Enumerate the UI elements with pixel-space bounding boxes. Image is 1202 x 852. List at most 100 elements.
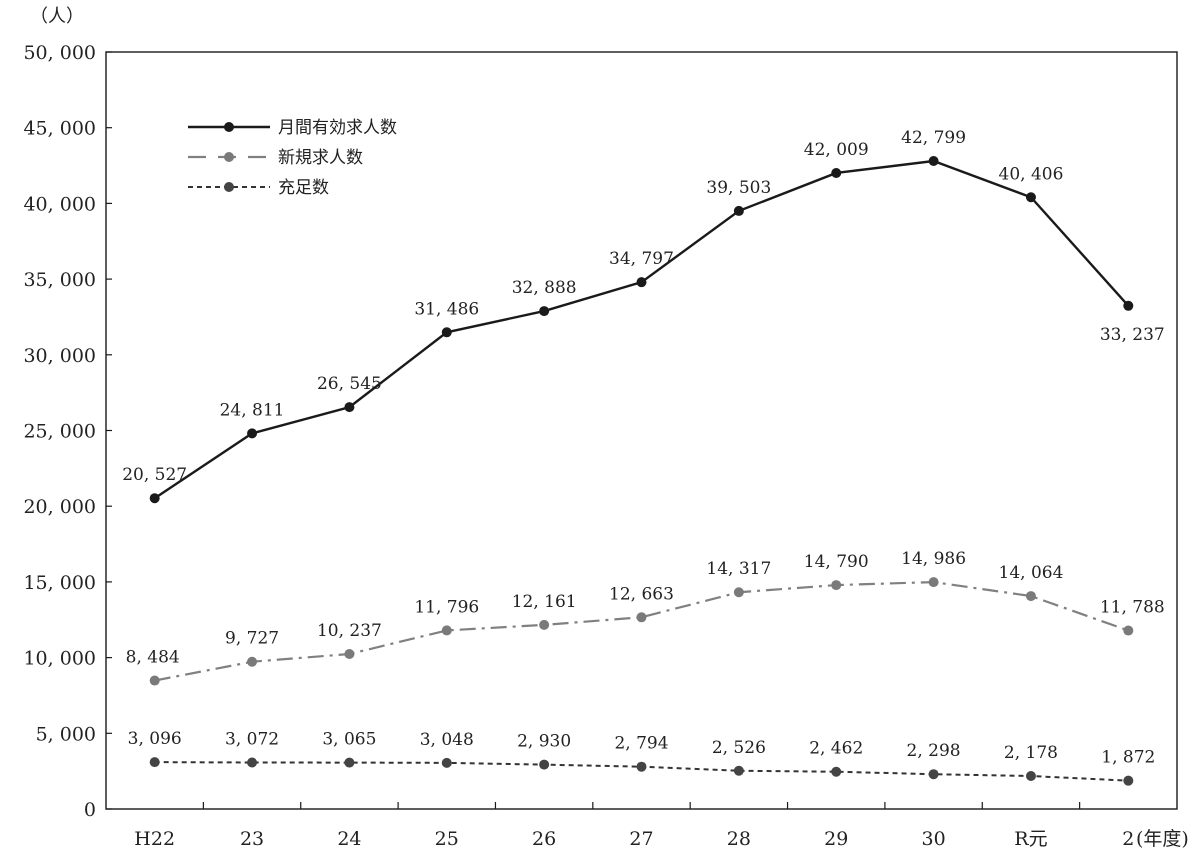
data-point (1025, 591, 1036, 602)
data-label: 39, 503 (706, 178, 771, 198)
series-line (154, 159, 1130, 500)
legend-label: 充足数 (278, 178, 329, 198)
x-tick-label: 29 (824, 828, 848, 850)
data-label: 3, 048 (420, 730, 474, 750)
x-axis: H22 23 24 25 26 27 28 29 30 R元 2 (134, 802, 1134, 850)
data-point (344, 402, 355, 413)
x-tick-label: 27 (629, 828, 653, 850)
data-label: 2, 794 (614, 734, 668, 754)
data-label: 32, 888 (512, 278, 577, 298)
data-point (344, 649, 355, 660)
data-point (247, 428, 258, 439)
data-label: 1, 872 (1101, 748, 1155, 768)
y-tick-label: 50, 000 (23, 42, 96, 64)
data-label: 2, 930 (517, 732, 571, 752)
data-label: 26, 545 (317, 374, 382, 394)
data-label: 42, 009 (804, 140, 869, 160)
data-point (636, 761, 647, 772)
series-0: 20, 527 24, 811 26, 545 31, 486 32, 888 34, 7… (122, 128, 1165, 504)
data-label: 11, 788 (1100, 598, 1165, 618)
x-tick-label: 2 (1122, 828, 1134, 850)
data-point (1123, 775, 1134, 786)
legend-marker (224, 152, 234, 162)
y-tick-label: 40, 000 (23, 193, 96, 215)
data-point (441, 757, 452, 768)
data-point (831, 766, 842, 777)
data-label: 40, 406 (999, 164, 1064, 184)
y-tick-label: 15, 000 (23, 572, 96, 594)
series-1: 8, 484 9, 727 10, 237 11, 796 12, 161 12, 663… (126, 549, 1165, 686)
x-unit-label: (年度) (1136, 828, 1189, 850)
x-tick-label: 28 (727, 828, 751, 850)
legend-marker (224, 122, 234, 132)
data-label: 12, 161 (512, 592, 577, 612)
y-axis: 0 5, 000 10, 000 15, 000 20, 000 25, 000 30, 0… (23, 42, 112, 821)
data-point (539, 306, 550, 317)
x-tick-label: R元 (1014, 828, 1047, 850)
data-label: 14, 317 (706, 559, 771, 579)
data-label: 2, 462 (809, 739, 863, 759)
data-point (539, 759, 550, 770)
data-label: 8, 484 (126, 648, 180, 668)
data-label: 24, 811 (220, 400, 285, 420)
data-label: 14, 986 (901, 549, 966, 569)
data-label: 42, 799 (901, 128, 966, 148)
y-unit-label: （人） (30, 6, 84, 27)
legend-label: 新規求人数 (278, 148, 363, 168)
data-point (831, 580, 842, 591)
data-point (1123, 300, 1134, 311)
data-point (928, 769, 939, 780)
data-label: 31, 486 (414, 299, 479, 319)
x-tick-label: 25 (435, 828, 459, 850)
data-point (247, 757, 258, 768)
data-point (733, 765, 744, 776)
data-point (539, 619, 550, 630)
data-point (441, 327, 452, 338)
data-point (831, 167, 842, 178)
data-label: 14, 064 (999, 563, 1064, 583)
y-tick-label: 25, 000 (23, 421, 96, 443)
data-point (928, 156, 939, 167)
data-label: 10, 237 (317, 621, 382, 641)
data-point (733, 205, 744, 216)
data-point (1025, 192, 1036, 203)
data-label: 2, 178 (1004, 743, 1058, 763)
data-point (344, 757, 355, 768)
data-label: 14, 790 (804, 552, 869, 572)
data-label: 3, 065 (322, 730, 376, 750)
data-point (636, 277, 647, 288)
y-tick-label: 10, 000 (23, 648, 96, 670)
data-label: 2, 526 (712, 738, 766, 758)
x-tick-label: 23 (240, 828, 264, 850)
data-label: 11, 796 (414, 597, 479, 617)
legend-marker (224, 182, 234, 192)
data-point (636, 612, 647, 623)
y-tick-label: 5, 000 (36, 723, 96, 745)
x-tick-label: 26 (532, 828, 556, 850)
x-tick-label: 30 (921, 828, 945, 850)
x-tick-label: H22 (134, 828, 175, 850)
data-label: 33, 237 (1100, 325, 1165, 345)
data-label: 9, 727 (225, 629, 279, 649)
data-point (149, 757, 160, 768)
y-tick-label: 0 (84, 799, 96, 821)
data-label: 20, 527 (122, 465, 187, 485)
data-point (1025, 771, 1036, 782)
series-line (154, 581, 1129, 682)
data-point (149, 675, 160, 686)
data-label: 12, 663 (609, 584, 674, 604)
data-label: 3, 096 (128, 729, 182, 749)
data-label: 34, 797 (609, 249, 674, 269)
data-point (928, 577, 939, 588)
series-2: 3, 096 3, 072 3, 065 3, 048 2, 930 2, 794 2, 5… (128, 729, 1155, 786)
legend-label: 月間有効求人数 (278, 118, 397, 138)
data-point (149, 493, 160, 504)
data-point (247, 656, 258, 667)
data-label: 2, 298 (907, 741, 961, 761)
y-tick-label: 30, 000 (23, 345, 96, 367)
data-point (441, 625, 452, 636)
y-tick-label: 35, 000 (23, 269, 96, 291)
